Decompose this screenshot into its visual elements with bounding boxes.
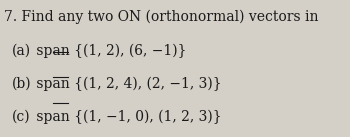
Text: 7. Find any two ON (orthonormal) vectors in: 7. Find any two ON (orthonormal) vectors…	[4, 10, 318, 24]
Text: (a): (a)	[12, 44, 32, 58]
Text: span {(1, 2, 4), (2, −1, 3)}: span {(1, 2, 4), (2, −1, 3)}	[32, 77, 222, 91]
Text: (c): (c)	[12, 110, 31, 124]
Text: (b): (b)	[12, 77, 32, 91]
Text: span {(1, −1, 0), (1, 2, 3)}: span {(1, −1, 0), (1, 2, 3)}	[32, 110, 222, 124]
Text: span {(1, 2), (6, −1)}: span {(1, 2), (6, −1)}	[32, 44, 187, 58]
